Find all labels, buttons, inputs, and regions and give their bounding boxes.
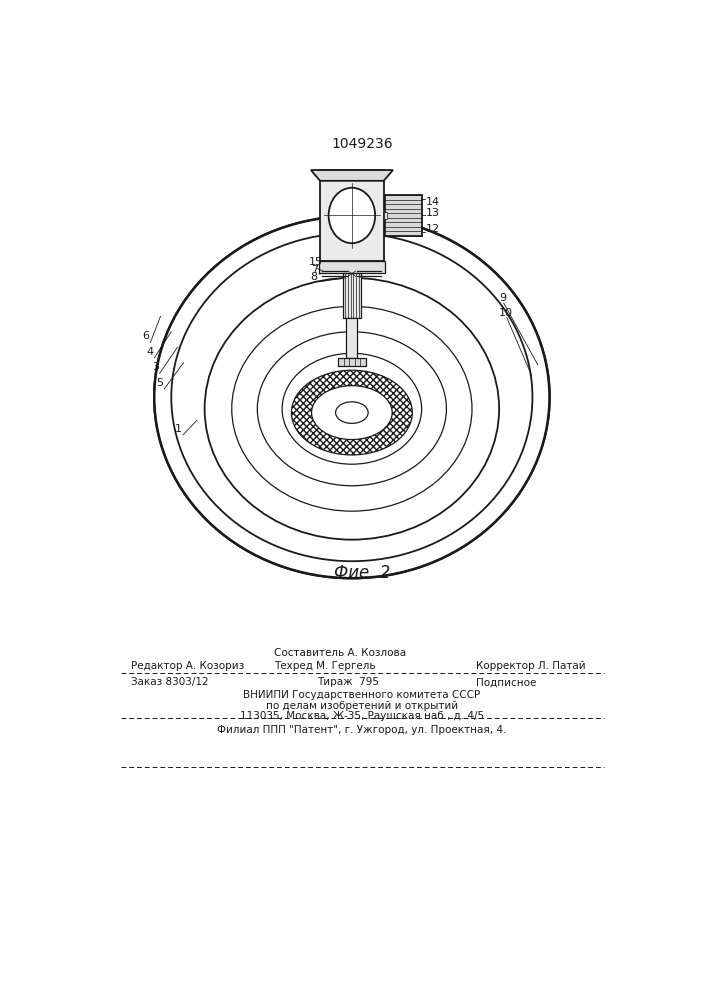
- Bar: [343, 273, 361, 318]
- Bar: [338, 358, 366, 366]
- Text: 6: 6: [143, 331, 150, 341]
- Text: Составитель А. Козлова: Составитель А. Козлова: [274, 648, 407, 658]
- Ellipse shape: [171, 233, 532, 561]
- Text: 4: 4: [146, 347, 153, 357]
- Bar: [319, 261, 385, 273]
- Text: 3: 3: [152, 362, 159, 372]
- Ellipse shape: [329, 188, 375, 243]
- Text: 15: 15: [308, 257, 322, 267]
- Text: по делам изобретений и открытий: по делам изобретений и открытий: [266, 701, 458, 711]
- Text: 7: 7: [312, 265, 319, 275]
- Ellipse shape: [154, 216, 549, 578]
- Text: Подписное: Подписное: [476, 677, 536, 687]
- Text: ВНИИПИ Государственного комитета СССР: ВНИИПИ Государственного комитета СССР: [243, 690, 481, 700]
- Bar: [385, 195, 422, 235]
- Polygon shape: [311, 170, 393, 181]
- Text: Заказ 8303/12: Заказ 8303/12: [131, 677, 209, 687]
- Text: Техред М. Гергель: Техред М. Гергель: [274, 661, 376, 671]
- Ellipse shape: [312, 386, 392, 440]
- Text: 9: 9: [499, 293, 506, 303]
- Text: 12: 12: [426, 224, 440, 234]
- Text: 13: 13: [426, 208, 440, 218]
- Ellipse shape: [336, 402, 368, 423]
- Text: 1: 1: [175, 424, 182, 434]
- Text: 113035, Москва, Ж-35, Раушская наб., д. 4/5: 113035, Москва, Ж-35, Раушская наб., д. …: [240, 711, 484, 721]
- Text: Редактор А. Козориз: Редактор А. Козориз: [131, 661, 244, 671]
- Text: Филиал ППП "Патент", г. Ужгород, ул. Проектная, 4.: Филиал ППП "Патент", г. Ужгород, ул. Про…: [217, 725, 507, 735]
- Bar: [384, 212, 387, 219]
- Text: Тираж  795: Тираж 795: [317, 677, 379, 687]
- Text: 1049236: 1049236: [331, 137, 393, 151]
- Bar: [320, 170, 384, 261]
- Text: 10: 10: [499, 308, 513, 318]
- Text: 8: 8: [310, 272, 317, 282]
- Bar: [346, 318, 357, 358]
- Text: 14: 14: [426, 197, 440, 207]
- Ellipse shape: [291, 370, 412, 455]
- Text: Фие. 2: Фие. 2: [334, 564, 390, 582]
- Text: Корректор Л. Патай: Корректор Л. Патай: [476, 661, 585, 671]
- Text: 5: 5: [156, 378, 163, 388]
- Ellipse shape: [155, 217, 549, 577]
